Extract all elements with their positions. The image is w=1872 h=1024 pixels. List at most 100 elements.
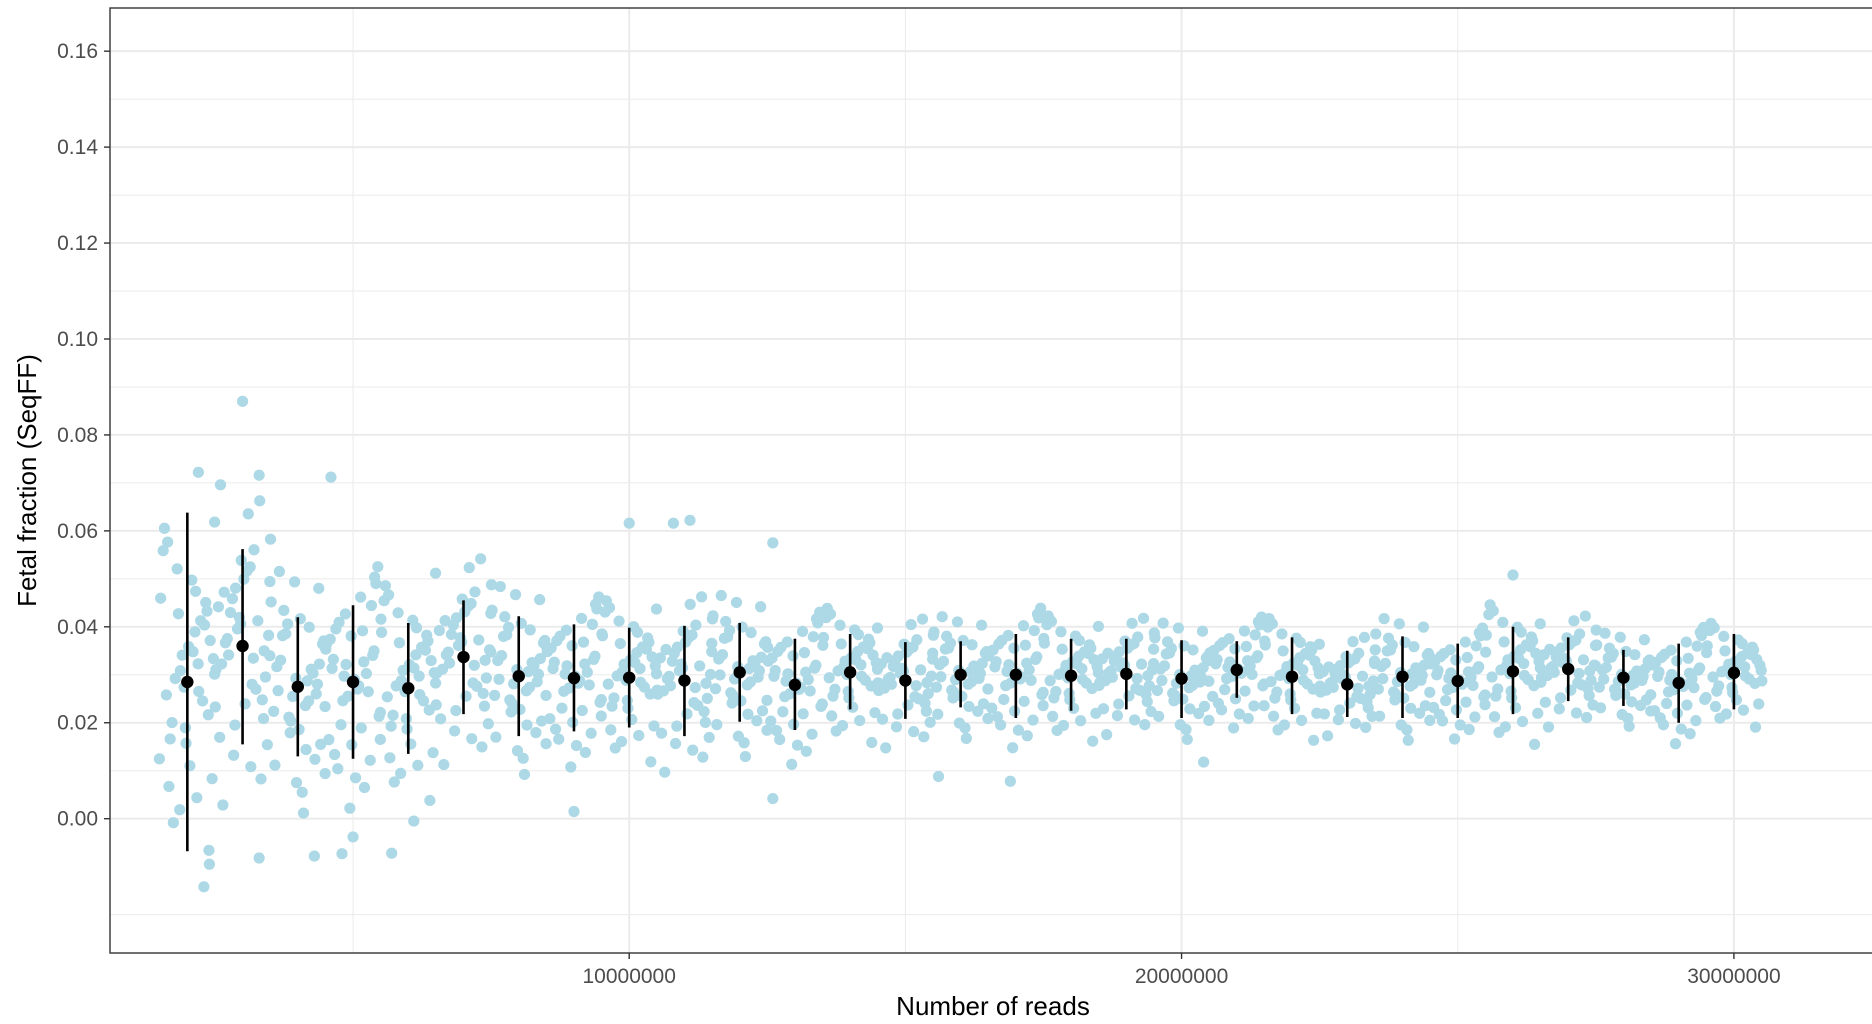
mean-point (899, 674, 912, 687)
scatter-point (365, 599, 378, 612)
scatter-point (1756, 675, 1768, 687)
scatter-point (1681, 699, 1693, 711)
scatter-point (553, 733, 565, 745)
scatter-point (1581, 711, 1593, 724)
scatter-point (242, 508, 254, 520)
scatter-point (505, 706, 517, 718)
scatter-point (1075, 715, 1087, 727)
scatter-point (253, 852, 265, 864)
scatter-point (1102, 647, 1114, 659)
y-tick-label: 0.12 (57, 232, 98, 255)
scatter-point (468, 659, 480, 671)
scatter-point (1051, 724, 1063, 737)
scatter-point (807, 631, 819, 643)
scatter-point (252, 615, 264, 627)
scatter-point (605, 724, 617, 736)
scatter-point (1055, 626, 1067, 638)
scatter-point (1358, 631, 1371, 644)
scatter-point (1214, 639, 1226, 652)
scatter-point (614, 637, 626, 650)
scatter-point (509, 589, 522, 601)
scatter-point (171, 563, 183, 575)
scatter-point (727, 689, 739, 701)
mean-point (733, 666, 746, 679)
scatter-point (319, 767, 331, 780)
scatter-point (425, 654, 437, 667)
scatter-point (852, 629, 865, 641)
scatter-point (261, 739, 273, 751)
scatter-point (360, 667, 372, 680)
scatter-point (442, 646, 454, 658)
scatter-point (1585, 674, 1597, 686)
scatter-point (355, 591, 367, 603)
scatter-point (184, 760, 196, 772)
scatter-point (1157, 617, 1169, 629)
scatter-point (264, 533, 277, 545)
scatter-point (1509, 702, 1522, 714)
scatter-point (701, 692, 713, 704)
scatter-point (770, 724, 783, 737)
scatter-point (534, 652, 546, 665)
scatter-point (282, 618, 294, 630)
scatter-point (1516, 715, 1529, 728)
scatter-point (800, 666, 812, 678)
scatter-point (666, 655, 678, 667)
scatter-point (256, 694, 268, 706)
scatter-point (1686, 673, 1698, 685)
scatter-point (489, 689, 501, 701)
mean-point (512, 670, 525, 683)
scatter-point (1682, 652, 1694, 664)
scatter-point (697, 751, 709, 763)
scatter-point (287, 690, 299, 703)
scatter-point (1268, 710, 1280, 722)
scatter-point (835, 638, 847, 650)
scatter-point (767, 537, 779, 549)
scatter-point (326, 662, 338, 674)
scatter-point (384, 752, 396, 764)
mean-point (1341, 678, 1354, 691)
scatter-point (1393, 618, 1405, 630)
scatter-point (683, 631, 695, 643)
scatter-point (962, 678, 974, 690)
scatter-point (817, 631, 830, 644)
scatter-point (167, 817, 179, 829)
scatter-point (358, 656, 370, 668)
scatter-point (416, 641, 428, 653)
scatter-point (1132, 631, 1144, 643)
scatter-point (1737, 704, 1750, 716)
scatter-point (162, 536, 174, 548)
scatter-point (407, 614, 419, 626)
scatter-point (1553, 703, 1565, 715)
scatter-point (1497, 616, 1509, 629)
scatter-point (842, 685, 854, 698)
scatter-point (229, 582, 242, 594)
scatter-point (196, 695, 209, 707)
scatter-point (502, 621, 515, 633)
scatter-point (330, 623, 342, 635)
scatter-point (928, 626, 940, 638)
scatter-point (745, 627, 757, 639)
scatter-point (269, 759, 281, 771)
scatter-point (153, 753, 165, 765)
scatter-point (214, 731, 226, 743)
scatter-point (1228, 722, 1240, 734)
scatter-point (272, 685, 284, 697)
scatter-point (585, 727, 597, 739)
scatter-point (1277, 645, 1289, 657)
scatter-point (1492, 683, 1504, 695)
scatter-point (1313, 638, 1325, 650)
scatter-point (209, 701, 221, 713)
scatter-point (695, 591, 708, 603)
scatter-point (810, 659, 822, 671)
mean-point (1396, 670, 1409, 683)
scatter-point (324, 633, 336, 645)
scatter-point (1462, 666, 1475, 678)
scatter-point (1181, 733, 1193, 746)
scatter-point (480, 672, 492, 684)
x-tick-label: 10000000 (582, 965, 675, 988)
scatter-point (1229, 643, 1241, 655)
scatter-point (1158, 660, 1171, 672)
scatter-point (916, 613, 929, 625)
scatter-point (201, 605, 213, 617)
scatter-point (388, 776, 400, 788)
